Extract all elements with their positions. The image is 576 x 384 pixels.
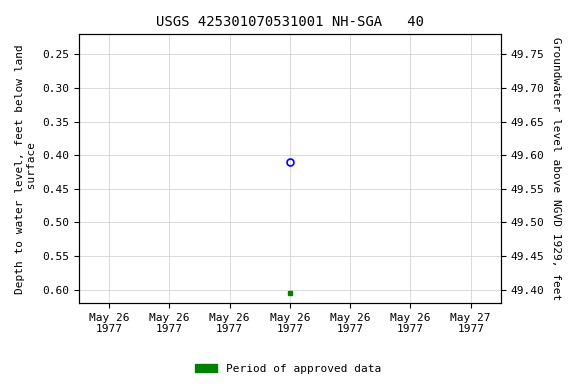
Title: USGS 425301070531001 NH-SGA   40: USGS 425301070531001 NH-SGA 40 [156, 15, 424, 29]
Legend: Period of approved data: Period of approved data [191, 359, 385, 379]
Y-axis label: Groundwater level above NGVD 1929, feet: Groundwater level above NGVD 1929, feet [551, 37, 561, 300]
Y-axis label: Depth to water level, feet below land
 surface: Depth to water level, feet below land su… [15, 44, 37, 294]
